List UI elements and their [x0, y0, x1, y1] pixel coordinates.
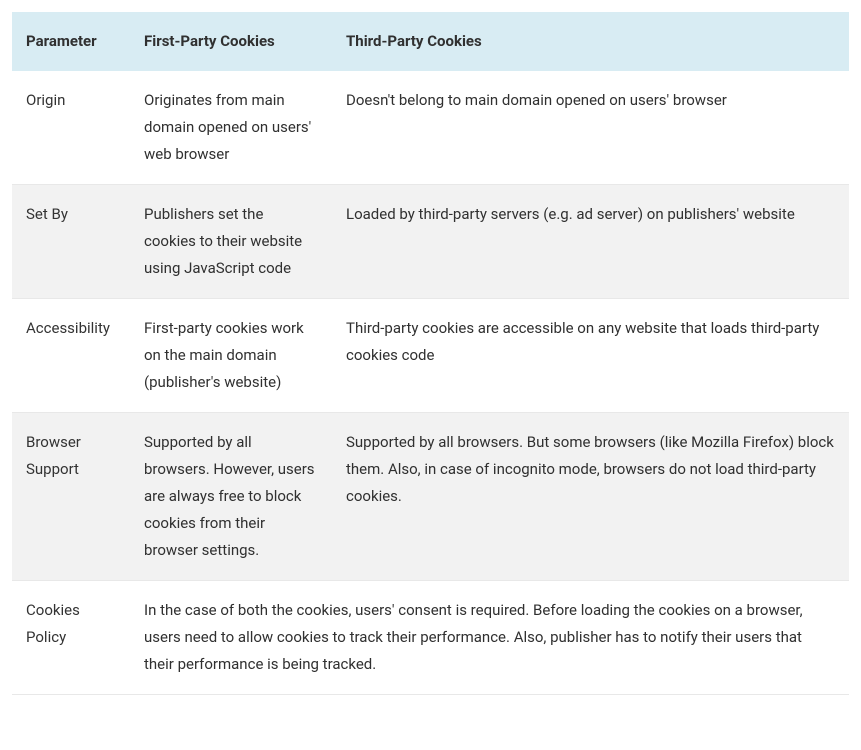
- cookies-comparison-table: Parameter First-Party Cookies Third-Part…: [12, 12, 849, 695]
- cell-first-party: Originates from main domain opened on us…: [130, 71, 332, 185]
- col-header-first-party: First-Party Cookies: [130, 12, 332, 71]
- cell-third-party: Doesn't belong to main domain opened on …: [332, 71, 849, 185]
- table-row: Browser Support Supported by all browser…: [12, 413, 849, 581]
- cell-third-party: Loaded by third-party servers (e.g. ad s…: [332, 185, 849, 299]
- cell-param: Accessibility: [12, 299, 130, 413]
- cell-third-party: Supported by all browsers. But some brow…: [332, 413, 849, 581]
- cell-param: Browser Support: [12, 413, 130, 581]
- table-row: Cookies Policy In the case of both the c…: [12, 581, 849, 695]
- cell-first-party: First-party cookies work on the main dom…: [130, 299, 332, 413]
- table-row: Origin Originates from main domain opene…: [12, 71, 849, 185]
- cell-merged: In the case of both the cookies, users' …: [130, 581, 849, 695]
- cell-third-party: Third-party cookies are accessible on an…: [332, 299, 849, 413]
- table-row: Accessibility First-party cookies work o…: [12, 299, 849, 413]
- cell-param: Cookies Policy: [12, 581, 130, 695]
- cell-first-party: Supported by all browsers. However, user…: [130, 413, 332, 581]
- cell-param: Origin: [12, 71, 130, 185]
- cell-param: Set By: [12, 185, 130, 299]
- col-header-third-party: Third-Party Cookies: [332, 12, 849, 71]
- table-header-row: Parameter First-Party Cookies Third-Part…: [12, 12, 849, 71]
- col-header-parameter: Parameter: [12, 12, 130, 71]
- table-row: Set By Publishers set the cookies to the…: [12, 185, 849, 299]
- cell-first-party: Publishers set the cookies to their webs…: [130, 185, 332, 299]
